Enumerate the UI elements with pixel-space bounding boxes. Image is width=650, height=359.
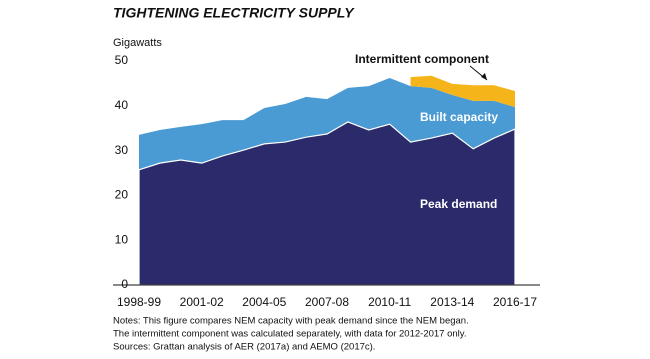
series-label: Built capacity bbox=[420, 110, 498, 124]
x-tick-label: 2001-02 bbox=[180, 295, 224, 309]
y-tick-label: 40 bbox=[115, 98, 129, 112]
y-tick-label: 20 bbox=[115, 188, 129, 202]
x-tick-label: 2007-08 bbox=[305, 295, 349, 309]
area bbox=[138, 121, 516, 286]
x-tick-label: 2016-17 bbox=[493, 295, 537, 309]
y-axis-label: Gigawatts bbox=[113, 37, 162, 49]
y-tick-label: 50 bbox=[115, 53, 129, 67]
arrow-head bbox=[481, 73, 487, 80]
note: Notes: This figure compares NEM capacity… bbox=[113, 316, 469, 327]
area bbox=[410, 75, 515, 108]
note: Sources: Grattan analysis of AER (2017a)… bbox=[113, 342, 375, 353]
chart-title: TIGHTENING ELECTRICITY SUPPLY bbox=[113, 5, 355, 21]
note: The intermittent component was calculate… bbox=[113, 329, 466, 340]
y-tick-label: 10 bbox=[115, 232, 129, 246]
y-tick-label: 30 bbox=[115, 143, 129, 157]
x-tick-label: 2010-11 bbox=[368, 295, 411, 309]
x-tick-label: 2004-05 bbox=[242, 295, 286, 309]
series-label: Intermittent component bbox=[355, 52, 489, 66]
x-tick-label: 2013-14 bbox=[430, 295, 474, 309]
y-tick-label: 0 bbox=[121, 277, 128, 291]
x-tick-label: 1998-99 bbox=[117, 295, 161, 309]
series-label: Peak demand bbox=[420, 197, 497, 211]
